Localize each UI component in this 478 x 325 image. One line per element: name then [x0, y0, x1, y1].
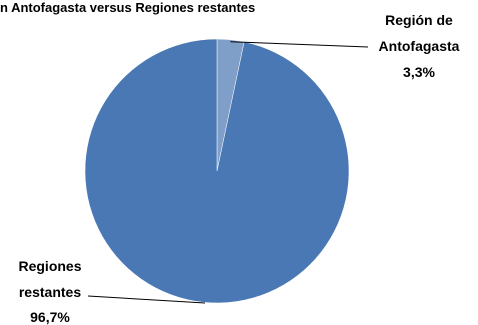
leader-line-restantes: [87, 295, 206, 304]
slice-label-restantes-line-2: restantes: [19, 284, 81, 300]
slice-label-restantes: Regiones restantes 96,7%: [18, 258, 81, 325]
chart-title: n Antofagasta versus Regiones restantes: [0, 0, 255, 15]
slice-label-antofagasta-line-1: Región de: [385, 12, 453, 28]
slice-value-restantes: 96,7%: [30, 309, 70, 325]
leader-lines: [87, 41, 369, 304]
leader-line-antofagasta: [230, 41, 369, 48]
pie-slice-restantes: [84, 38, 350, 304]
pie-slices: [84, 38, 350, 304]
slice-label-antofagasta-line-2: Antofagasta: [379, 38, 460, 54]
slice-label-antofagasta: Región de Antofagasta 3,3%: [379, 12, 460, 80]
slice-value-antofagasta: 3,3%: [403, 64, 435, 80]
slice-label-restantes-line-1: Regiones: [18, 258, 81, 274]
